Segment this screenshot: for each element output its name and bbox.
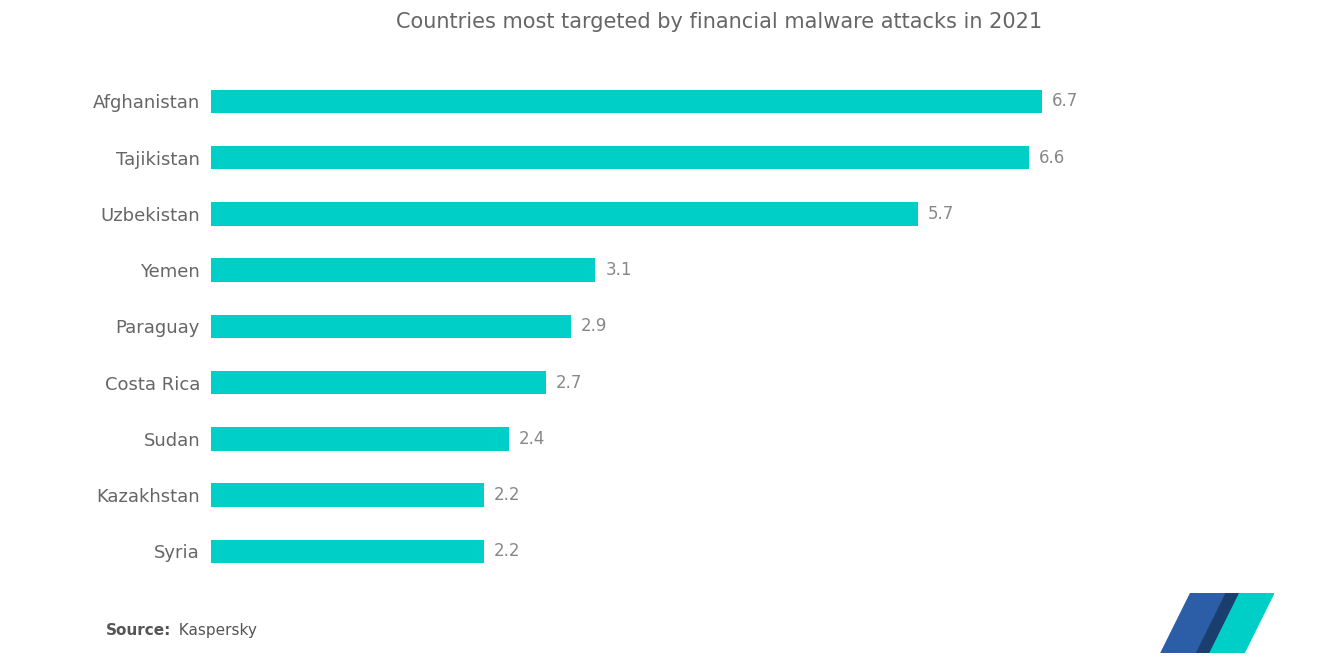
Text: 6.7: 6.7 — [1052, 92, 1078, 110]
Bar — [211, 483, 484, 507]
Polygon shape — [1196, 593, 1238, 653]
Polygon shape — [1209, 593, 1274, 653]
Bar — [211, 315, 570, 338]
Text: 2.2: 2.2 — [494, 543, 520, 561]
Bar — [211, 427, 508, 451]
Text: 2.4: 2.4 — [519, 430, 545, 448]
Polygon shape — [1162, 593, 1226, 653]
Bar — [211, 90, 1041, 113]
Text: 6.6: 6.6 — [1039, 149, 1065, 167]
Text: Kaspersky: Kaspersky — [169, 623, 257, 638]
Bar — [211, 371, 546, 394]
Bar — [211, 202, 917, 225]
Title: Countries most targeted by financial malware attacks in 2021: Countries most targeted by financial mal… — [396, 11, 1043, 32]
Text: 5.7: 5.7 — [928, 205, 954, 223]
Bar — [211, 146, 1030, 170]
Text: Source:: Source: — [106, 623, 172, 638]
Bar — [211, 258, 595, 282]
Text: 3.1: 3.1 — [606, 261, 632, 279]
Text: 2.7: 2.7 — [556, 374, 582, 392]
Text: 2.9: 2.9 — [581, 317, 607, 335]
Bar — [211, 539, 484, 563]
Text: 2.2: 2.2 — [494, 486, 520, 504]
